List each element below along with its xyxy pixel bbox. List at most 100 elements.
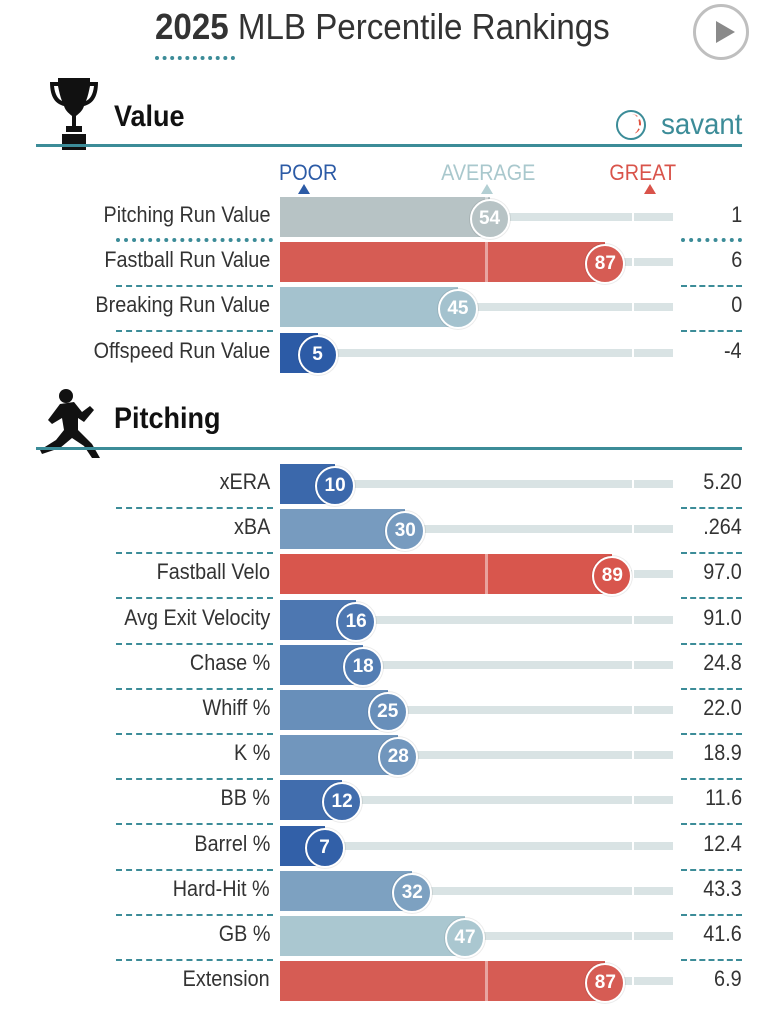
- row-separator: [681, 552, 742, 555]
- track-tick: [631, 932, 634, 940]
- scale-great-label: GREAT: [609, 160, 677, 185]
- row-separator: [116, 238, 273, 242]
- metric-row[interactable]: Breaking Run Value 45 0: [0, 286, 764, 333]
- row-separator: [116, 642, 273, 645]
- metric-value: -4: [724, 337, 742, 363]
- percentile-track: [280, 841, 673, 850]
- title-underline: [155, 56, 235, 60]
- metric-value: 6: [730, 247, 742, 273]
- metric-value: 1: [730, 202, 742, 227]
- metric-row[interactable]: Hard-Hit % 32 43.3: [0, 870, 764, 916]
- percentile-track: [280, 615, 673, 624]
- metric-row[interactable]: xBA 30 .264: [0, 508, 764, 555]
- track-tick: [631, 213, 634, 221]
- row-separator: [681, 687, 742, 690]
- average-marker: [485, 554, 488, 595]
- metric-row[interactable]: Chase % 18 24.8: [0, 644, 764, 690]
- metric-label: Extension: [183, 966, 270, 992]
- play-icon: [716, 21, 735, 43]
- metric-value: 24.8: [703, 649, 742, 675]
- pitching-section-header: Pitching: [36, 380, 742, 458]
- metric-value: 11.6: [704, 785, 742, 811]
- value-section-title: Value: [114, 100, 185, 133]
- row-separator: [116, 823, 273, 826]
- track-tick: [631, 660, 634, 669]
- row-separator: [681, 913, 742, 916]
- percentile-badge: 45: [437, 289, 478, 330]
- metric-value: 18.9: [703, 740, 742, 766]
- track-tick: [631, 706, 634, 714]
- row-separator: [116, 330, 273, 333]
- metric-row[interactable]: Fastball Velo 89 97.0: [0, 553, 764, 600]
- metric-row[interactable]: Offspeed Run Value 5 -4: [0, 332, 764, 377]
- metric-label: Whiff %: [202, 695, 270, 720]
- average-marker: [485, 961, 488, 1002]
- percentile-track: [280, 796, 673, 805]
- metric-label: Fastball Run Value: [104, 247, 270, 273]
- poor-arrow-icon: [298, 184, 310, 194]
- percentile-bar: [280, 287, 458, 328]
- percentile-badge: 25: [367, 692, 408, 732]
- row-separator: [116, 959, 273, 961]
- average-marker: [485, 242, 488, 283]
- percentile-track: [280, 706, 673, 714]
- metric-row[interactable]: Fastball Run Value 87 6: [0, 241, 764, 288]
- value-section-header: Value savant: [36, 72, 742, 150]
- play-button[interactable]: [693, 4, 749, 60]
- metric-row[interactable]: Whiff % 25 22.0: [0, 689, 764, 735]
- percentile-badge: 30: [385, 511, 426, 552]
- metric-label: Barrel %: [194, 830, 270, 856]
- percentile-badge: 10: [315, 466, 356, 506]
- row-separator: [681, 868, 742, 871]
- metric-label: Hard-Hit %: [173, 875, 270, 901]
- metric-label: K %: [233, 740, 270, 766]
- percentile-badge: 5: [297, 334, 338, 375]
- metric-value: 22.0: [703, 695, 742, 720]
- percentile-badge: 16: [336, 601, 377, 642]
- header: 2025 MLB Percentile Rankings: [0, 0, 764, 70]
- track-tick: [631, 570, 634, 579]
- percentile-bar: [280, 554, 613, 595]
- metric-row[interactable]: Extension 87 6.9: [0, 960, 764, 1005]
- percentile-badge: 89: [592, 556, 633, 597]
- metric-row[interactable]: Barrel % 7 12.4: [0, 825, 764, 871]
- baseball-icon: [616, 110, 646, 140]
- metric-label: Fastball Velo: [156, 559, 270, 585]
- metric-label: Avg Exit Velocity: [123, 604, 270, 630]
- percentile-badge: 12: [322, 782, 363, 823]
- metric-row[interactable]: BB % 12 11.6: [0, 779, 764, 826]
- scale-poor-label: POOR: [279, 160, 338, 185]
- metric-label: Offspeed Run Value: [93, 337, 270, 363]
- scale-average-label: AVERAGE: [441, 160, 536, 185]
- row-separator: [116, 733, 273, 735]
- title-text: MLB Percentile Rankings: [228, 6, 610, 47]
- percentile-track: [280, 525, 673, 534]
- great-arrow-icon: [644, 184, 656, 194]
- row-separator: [116, 778, 273, 781]
- metric-label: Breaking Run Value: [95, 292, 270, 318]
- metric-row[interactable]: Pitching Run Value 54 1: [0, 196, 764, 242]
- track-tick: [631, 303, 634, 312]
- row-separator: [681, 642, 742, 645]
- percentile-bar: [280, 870, 413, 911]
- percentile-bar: [280, 242, 606, 283]
- metric-value: 5.20: [703, 469, 742, 494]
- row-separator: [681, 778, 742, 781]
- row-separator: [116, 507, 273, 509]
- row-separator: [681, 959, 742, 961]
- metric-row[interactable]: Avg Exit Velocity 16 91.0: [0, 599, 764, 645]
- metric-row[interactable]: xERA 10 5.20: [0, 463, 764, 509]
- metric-row[interactable]: GB % 47 41.6: [0, 915, 764, 961]
- row-separator: [116, 552, 273, 555]
- percentile-track: [280, 751, 673, 760]
- metric-row[interactable]: K % 28 18.9: [0, 734, 764, 781]
- track-tick: [631, 751, 634, 760]
- percentile-bar: [280, 509, 406, 550]
- track-tick: [631, 886, 634, 895]
- row-separator: [116, 597, 273, 600]
- metric-value: 91.0: [703, 604, 742, 630]
- percentile-badge: 47: [444, 918, 485, 958]
- metric-label: BB %: [220, 785, 270, 811]
- track-tick: [631, 841, 634, 850]
